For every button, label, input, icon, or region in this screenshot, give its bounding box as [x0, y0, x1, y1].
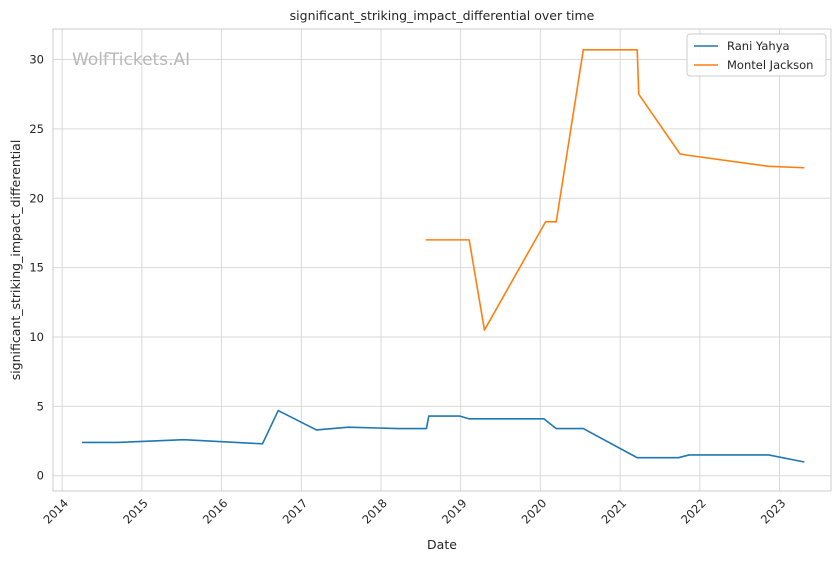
y-tick-label-20: 20 — [29, 191, 44, 205]
y-tick-label-5: 5 — [37, 399, 44, 413]
x-tick-label-2021: 2021 — [599, 496, 630, 527]
watermark-text: WolfTickets.AI — [72, 50, 190, 70]
y-tick-labels: 0 5 10 15 20 25 30 — [29, 53, 44, 483]
x-tick-labels: 2014 2015 2016 2017 2018 2019 2020 2021 2022 2023 — [41, 496, 789, 527]
y-tick-label-25: 25 — [29, 122, 44, 136]
legend-box — [686, 33, 827, 77]
x-tick-label-2015: 2015 — [120, 496, 151, 527]
y-tick-label-0: 0 — [37, 469, 44, 483]
x-tick-label-2018: 2018 — [359, 496, 390, 527]
legend-label-rani-yahya: Rani Yahya — [727, 39, 790, 53]
x-tick-label-2020: 2020 — [519, 496, 550, 527]
series-line-rani-yahya — [81, 409, 805, 463]
x-tick-label-2022: 2022 — [678, 496, 709, 527]
series-lines — [81, 49, 805, 463]
chart-title: significant_striking_impact_differential… — [290, 8, 595, 23]
y-axis-title: significant_striking_impact_differential — [8, 140, 23, 381]
y-tick-label-10: 10 — [29, 330, 44, 344]
x-tick-label-2019: 2019 — [439, 496, 470, 527]
y-tick-label-15: 15 — [29, 261, 44, 275]
y-tick-label-30: 30 — [29, 53, 44, 67]
x-tick-label-2023: 2023 — [758, 496, 789, 527]
axes-frame — [52, 28, 832, 492]
x-tick-label-2017: 2017 — [280, 496, 311, 527]
x-tick-label-2016: 2016 — [200, 496, 231, 527]
legend-label-montel-jackson: Montel Jackson — [727, 58, 813, 72]
x-axis-title: Date — [427, 537, 457, 552]
legend: Rani Yahya Montel Jackson — [686, 33, 827, 77]
plot-frame — [52, 28, 832, 492]
series-line-montel-jackson — [425, 49, 805, 331]
x-tick-label-2014: 2014 — [41, 496, 72, 527]
grid — [53, 29, 831, 491]
